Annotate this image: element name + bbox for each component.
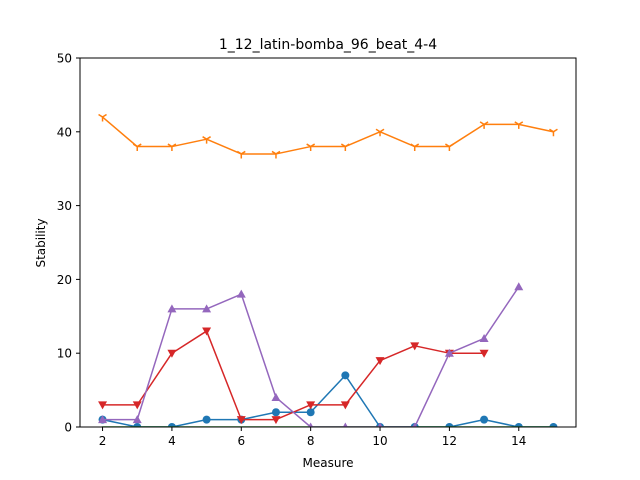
data-point: [410, 143, 420, 152]
data-point: [479, 333, 489, 342]
data-point: [271, 416, 281, 425]
y-tick-label: 50: [57, 52, 72, 66]
x-tick-label: 10: [372, 434, 387, 448]
y-tick-label: 40: [57, 125, 72, 139]
data-point: [308, 422, 314, 427]
data-point: [202, 327, 212, 336]
data-point: [271, 392, 281, 401]
data-point: [375, 357, 385, 366]
series-1: [98, 371, 558, 427]
data-point: [167, 349, 177, 358]
x-tick-label: 8: [307, 434, 315, 448]
data-point: [271, 150, 281, 159]
y-tick-label: 20: [57, 273, 72, 287]
y-axis-label: Stability: [34, 218, 48, 267]
data-point: [236, 289, 246, 298]
data-point: [167, 304, 177, 313]
data-point: [236, 416, 246, 425]
data-point: [480, 415, 489, 424]
x-tick-label: 12: [442, 434, 457, 448]
data-point: [132, 401, 142, 410]
y-tick-label: 0: [64, 421, 72, 435]
data-point: [479, 349, 489, 358]
data-point: [412, 422, 418, 427]
chart-title: 1_12_latin-bomba_96_beat_4-4: [219, 37, 437, 53]
data-point: [306, 401, 316, 410]
data-point: [167, 423, 176, 427]
series-2-line: [101, 115, 555, 155]
data-point: [410, 342, 420, 351]
data-point: [202, 136, 211, 144]
data-point: [377, 422, 383, 427]
y-tick-label: 10: [57, 347, 72, 361]
data-point: [375, 128, 385, 137]
data-point: [479, 121, 489, 129]
data-point: [133, 423, 142, 427]
data-point: [444, 348, 454, 357]
data-point: [342, 422, 348, 427]
x-tick-label: 14: [511, 434, 526, 448]
data-point: [306, 143, 316, 152]
data-point: [202, 304, 212, 313]
y-tick-label: 30: [57, 199, 72, 213]
data-point: [271, 408, 280, 417]
data-point: [549, 423, 558, 427]
data-point: [514, 282, 524, 291]
x-tick-label: 6: [237, 434, 245, 448]
series-1-line: [101, 374, 555, 427]
data-point: [445, 423, 454, 427]
data-point: [549, 128, 558, 137]
data-point: [306, 408, 315, 417]
data-point: [132, 143, 142, 152]
data-point: [98, 415, 108, 424]
data-point: [514, 121, 524, 129]
data-point: [445, 143, 454, 152]
data-point: [514, 423, 523, 427]
series-5: [98, 282, 524, 427]
data-point: [340, 401, 350, 410]
data-point: [202, 415, 211, 424]
x-axis-label: Measure: [303, 456, 354, 470]
x-tick-label: 2: [99, 434, 107, 448]
plot-area: 2 4 6 8 10 12 14 0 10 20 30 40 50: [57, 52, 577, 448]
axes-frame: [79, 57, 577, 428]
series-2: [98, 113, 558, 159]
data-point: [167, 143, 177, 152]
data-point: [236, 150, 246, 159]
x-tick-label: 4: [168, 434, 176, 448]
data-point: [98, 113, 107, 122]
data-point: [132, 415, 142, 424]
data-point: [98, 401, 108, 410]
data-point: [341, 371, 350, 380]
data-point: [340, 143, 350, 152]
